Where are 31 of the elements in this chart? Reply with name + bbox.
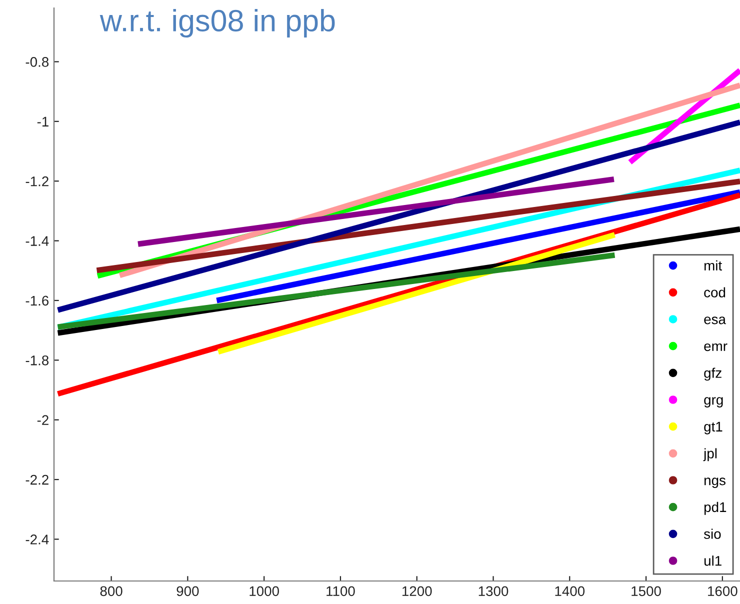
y-tick-label: -1.8 <box>26 355 49 366</box>
y-tick-label: -0.8 <box>26 57 49 67</box>
x-tick-label: 1100 <box>326 586 355 596</box>
legend-label: gt1 <box>704 422 722 434</box>
x-tick-label: 1600 <box>708 586 738 596</box>
legend-label: sio <box>704 528 721 539</box>
y-tick-label: -1.4 <box>26 236 49 246</box>
x-tick-label: 800 <box>100 586 122 596</box>
x-tick-label: 1300 <box>478 586 508 596</box>
y-tick-label: -1.6 <box>26 296 49 306</box>
x-tick-label: 1000 <box>250 586 279 596</box>
y-tick-label: -2.4 <box>26 534 49 544</box>
x-tick-label: 900 <box>176 586 199 596</box>
legend-label: jpl <box>703 448 717 462</box>
legend-label: esa <box>704 316 726 324</box>
y-tick-label: -2.2 <box>26 474 48 485</box>
legend-label: cod <box>704 287 726 298</box>
x-tick-label: 1200 <box>402 586 432 596</box>
legend-label: emr <box>704 343 728 352</box>
legend-label: grg <box>704 397 723 408</box>
chart-title: w.r.t. igs08 in ppb <box>100 9 335 38</box>
x-tick-label: 1500 <box>632 586 661 596</box>
y-tick-label: -1.2 <box>26 176 48 186</box>
y-tick-label: -2 <box>37 415 48 425</box>
legend-label: pd1 <box>704 502 726 515</box>
legend-label: ngs <box>704 478 726 488</box>
legend-label: mit <box>704 260 722 271</box>
legend-label: gfz <box>704 368 722 381</box>
y-tick-label: -1 <box>37 116 48 126</box>
x-tick-label: 1400 <box>555 586 585 596</box>
legend-label: ul1 <box>704 556 722 566</box>
